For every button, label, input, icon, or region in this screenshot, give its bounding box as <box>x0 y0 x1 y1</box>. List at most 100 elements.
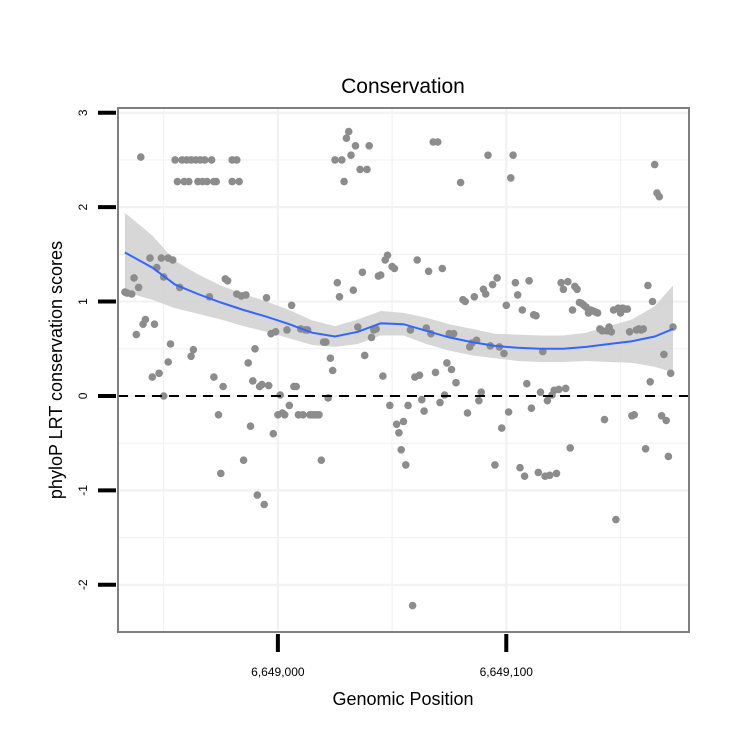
chart-title: Conservation <box>341 75 465 98</box>
data-point <box>328 366 337 375</box>
data-point <box>333 278 342 287</box>
data-point <box>449 329 458 338</box>
data-point <box>351 142 360 150</box>
data-point <box>557 278 565 287</box>
data-point <box>299 411 307 419</box>
data-point <box>155 369 163 378</box>
y-tick-label: 2 <box>76 203 90 210</box>
y-tick-label: 0 <box>76 392 90 399</box>
data-point <box>484 151 492 159</box>
data-point <box>552 469 561 478</box>
data-point <box>189 345 198 354</box>
data-point <box>134 283 143 292</box>
data-point <box>150 320 159 329</box>
data-point <box>317 456 326 465</box>
data-point <box>509 151 517 159</box>
data-point <box>527 404 536 413</box>
data-point <box>207 156 216 164</box>
data-point <box>513 291 522 299</box>
y-tick-label: -1 <box>76 485 90 496</box>
data-point <box>566 444 574 452</box>
data-point <box>424 267 433 276</box>
data-point <box>511 278 520 287</box>
data-point <box>493 274 501 282</box>
data-point <box>212 177 220 186</box>
data-points <box>121 127 677 610</box>
data-point <box>390 264 399 273</box>
x-axis: 6,649,000 6,649,100 <box>251 634 533 679</box>
data-point <box>461 297 470 306</box>
data-point <box>644 281 652 290</box>
data-point <box>251 345 259 353</box>
data-point <box>497 424 506 432</box>
data-point <box>523 379 531 388</box>
data-point <box>431 368 440 377</box>
data-point <box>228 177 236 186</box>
data-point <box>185 177 193 186</box>
data-point <box>244 359 252 367</box>
data-point <box>315 411 323 419</box>
data-point <box>488 280 497 289</box>
data-point <box>173 177 182 186</box>
data-point <box>641 445 650 453</box>
data-point <box>612 515 620 524</box>
data-point <box>623 305 632 313</box>
data-point <box>438 264 447 273</box>
data-point <box>271 328 280 336</box>
data-point <box>481 290 490 298</box>
data-point <box>525 277 533 285</box>
data-point <box>280 411 289 419</box>
data-point <box>169 256 177 264</box>
data-point <box>166 340 175 348</box>
data-point <box>436 398 444 407</box>
data-point <box>434 138 442 146</box>
data-point <box>520 472 529 481</box>
data-point <box>347 151 355 159</box>
x-axis-title: Genomic Position <box>332 689 473 709</box>
data-point <box>379 372 387 380</box>
data-point <box>650 160 659 169</box>
data-point <box>264 381 273 390</box>
data-point <box>404 401 412 410</box>
data-point <box>223 277 232 285</box>
data-point <box>146 254 154 262</box>
data-point <box>415 371 424 380</box>
data-point <box>386 401 394 410</box>
data-point <box>564 277 572 286</box>
data-point <box>376 271 385 279</box>
data-point <box>600 415 609 424</box>
data-point <box>349 286 358 295</box>
data-point <box>360 351 369 360</box>
data-point <box>331 156 339 164</box>
y-tick-label: 1 <box>76 298 90 305</box>
data-point <box>463 409 472 417</box>
data-point <box>249 377 257 385</box>
data-point <box>253 491 262 499</box>
data-point <box>418 395 426 404</box>
data-point <box>214 411 223 419</box>
data-point <box>475 396 483 405</box>
data-point <box>646 378 654 386</box>
data-point <box>392 420 401 429</box>
loess-smooth-line <box>124 251 674 350</box>
data-point <box>372 325 380 333</box>
data-point <box>363 165 371 174</box>
data-point <box>477 388 486 397</box>
data-point <box>203 177 211 186</box>
data-point <box>285 401 294 410</box>
data-point <box>657 412 666 420</box>
data-point <box>662 416 670 425</box>
data-point <box>500 349 508 358</box>
data-point <box>545 471 554 480</box>
data-point <box>283 326 291 334</box>
x-tick-label: 6,649,100 <box>480 665 534 679</box>
data-point <box>127 290 136 298</box>
data-point <box>443 359 451 367</box>
data-point <box>559 285 568 294</box>
data-point <box>130 274 138 282</box>
data-point <box>354 323 362 331</box>
data-point <box>335 293 344 301</box>
data-point <box>260 500 269 509</box>
data-point <box>148 373 157 381</box>
